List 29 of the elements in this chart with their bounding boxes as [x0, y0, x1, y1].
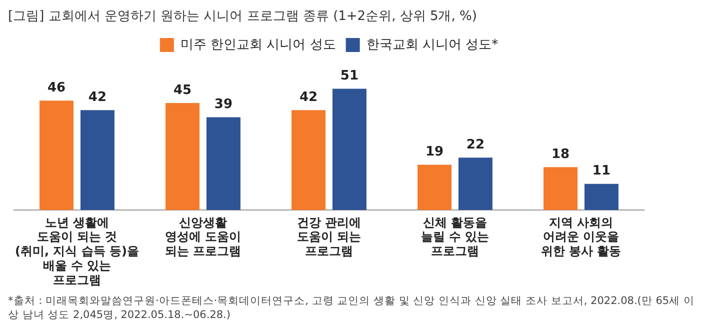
bar [332, 88, 366, 210]
legend-label: 한국교회 시니어 성도* [366, 37, 499, 52]
bar [80, 110, 114, 210]
bar [40, 100, 74, 210]
data-label: 45 [173, 82, 192, 98]
x-tick-label: 노년 생활에 도움이 되는 것 (취미, 지식 습득 등)을 배울 수 있는 프로그램 [14, 215, 140, 287]
data-label: 18 [551, 147, 570, 162]
bar [418, 164, 452, 210]
data-label: 19 [425, 144, 444, 160]
data-label: 46 [47, 80, 66, 96]
data-label: 39 [214, 97, 233, 112]
legend-label: 미주 한인교회 시니어 성도 [180, 37, 336, 52]
data-label: 22 [466, 138, 485, 153]
x-tick-label: 신앙생활 영성에 도움이 되는 프로그램 [164, 215, 242, 258]
data-label: 11 [592, 164, 611, 179]
bar [206, 117, 240, 210]
bar [166, 102, 200, 210]
x-tick-label: 지역 사회의 어려운 이웃을 위한 봉사 활동 [540, 215, 622, 258]
data-label: 51 [340, 68, 359, 84]
x-tick-label: 신체 활동을 늘릴 수 있는 프로그램 [420, 215, 490, 258]
text: *출처 : 미래목회와말씀연구원·아드폰테스·목회데이터연구소, 고령 교인의 생활 및 신앙 인식과 신앙 실태 조사 보고서, 2022.08.(만 65세 이상 남녀 성도 2,045명, 2022.05.18.~06.28.) [8, 294, 696, 322]
chart-title: [그림] 교회에서 운영하기 원하는 시니어 프로그램 종류 (1+2순위, 상위 5개, %) [8, 8, 477, 25]
x-tick-label: 건강 관리에 도움이 되는 프로그램 [296, 215, 362, 258]
bar [584, 184, 618, 210]
bar [544, 167, 578, 210]
data-label: 42 [299, 90, 318, 105]
bar [292, 110, 326, 210]
bar [458, 158, 492, 210]
data-label: 42 [88, 90, 107, 105]
